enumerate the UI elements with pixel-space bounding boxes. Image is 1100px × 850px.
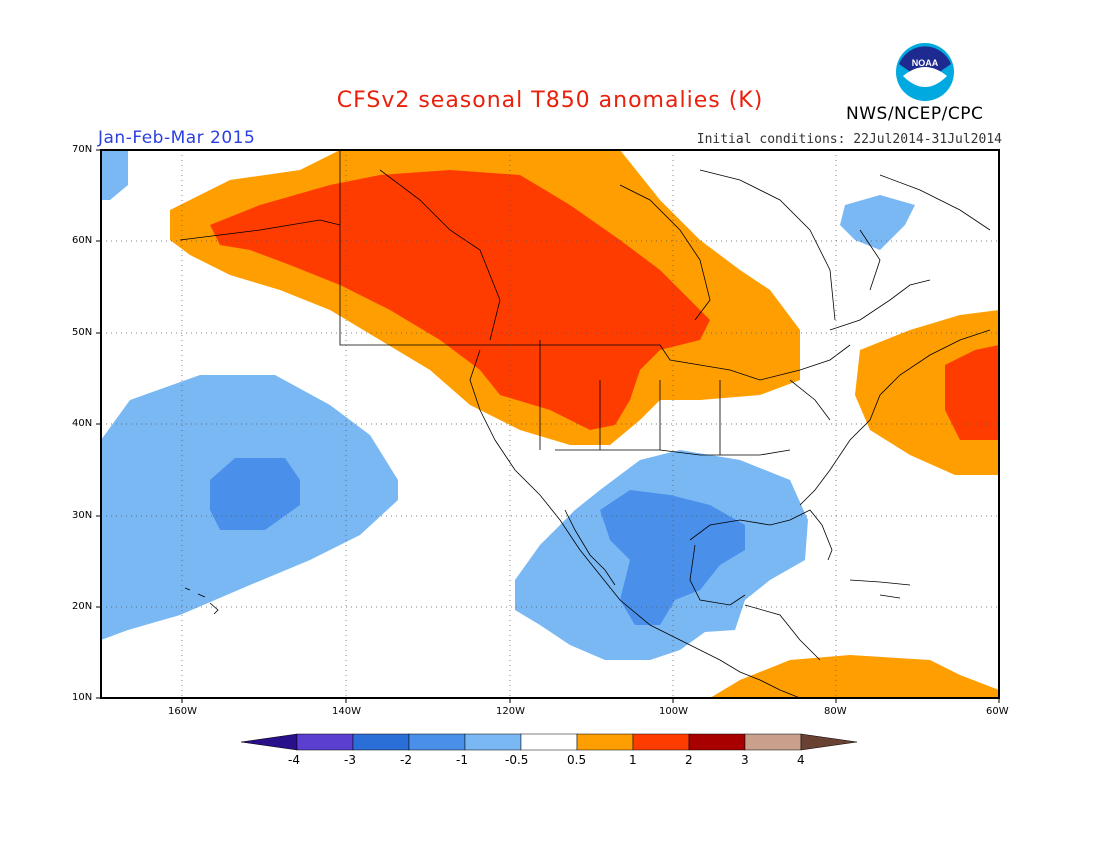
colorbar-bin — [688, 733, 746, 751]
cool-anomaly-mexico-inner — [600, 490, 745, 625]
noaa-logo: NOAA — [896, 43, 954, 101]
axis-ticks — [96, 149, 1000, 703]
colorbar-tick-label: -1 — [456, 753, 468, 767]
warm-anomaly-inner-north — [210, 170, 710, 430]
lat-label: 10N — [72, 692, 93, 703]
lon-label: 80W — [824, 706, 847, 717]
lat-label: 70N — [72, 144, 93, 155]
cool-anomaly-pacific-inner — [210, 458, 300, 530]
colorbar-bin — [576, 733, 634, 751]
warm-anomaly-inner-atlantic — [945, 345, 999, 440]
colorbar-tick-label: 0.5 — [567, 753, 587, 767]
colorbar-min-arrow — [240, 733, 298, 751]
season-label: Jan-Feb-Mar 2015 — [98, 128, 256, 148]
colorbar-bin — [632, 733, 690, 751]
cool-anomaly-baffin — [840, 195, 915, 250]
lat-label: 50N — [72, 327, 93, 338]
lon-label: 160W — [168, 706, 197, 717]
colorbar-bin — [520, 733, 578, 751]
colorbar-tick-label: -0.5 — [505, 753, 529, 767]
chart-title: CFSv2 seasonal T850 anomalies (K) — [336, 88, 764, 113]
colorbar — [240, 733, 858, 751]
lat-label: 40N — [72, 418, 93, 429]
lat-label: 60N — [72, 235, 93, 246]
coastlines — [179, 150, 991, 698]
colorbar-bin — [408, 733, 466, 751]
colorbar-max-arrow — [800, 733, 858, 751]
initial-conditions-label: Initial conditions: 22Jul2014-31Jul2014 — [696, 132, 1002, 147]
colorbar-tick-label: 2 — [685, 753, 693, 767]
colorbar-bin — [744, 733, 802, 751]
agency-label: NWS/NCEP/CPC — [846, 104, 984, 124]
colorbar-tick-label: 1 — [629, 753, 637, 767]
lon-label: 120W — [496, 706, 525, 717]
colorbar-tick-label: -3 — [344, 753, 356, 767]
lon-label: 60W — [986, 706, 1009, 717]
colorbar-bin — [464, 733, 522, 751]
colorbar-tick-label: 4 — [797, 753, 805, 767]
cool-anomaly-nw-corner — [101, 150, 128, 200]
lon-label: 140W — [332, 706, 361, 717]
anomaly-shading — [101, 150, 999, 698]
lat-label: 20N — [72, 601, 93, 612]
colorbar-bin — [352, 733, 410, 751]
colorbar-bin — [296, 733, 354, 751]
lat-label: 30N — [72, 510, 93, 521]
logo-text: NOAA — [912, 58, 939, 68]
lon-label: 100W — [659, 706, 688, 717]
colorbar-tick-label: -4 — [288, 753, 300, 767]
colorbar-tick-label: 3 — [741, 753, 749, 767]
hawaii-islands — [184, 587, 219, 615]
warm-anomaly-caribbean — [710, 655, 999, 698]
colorbar-tick-label: -2 — [400, 753, 412, 767]
